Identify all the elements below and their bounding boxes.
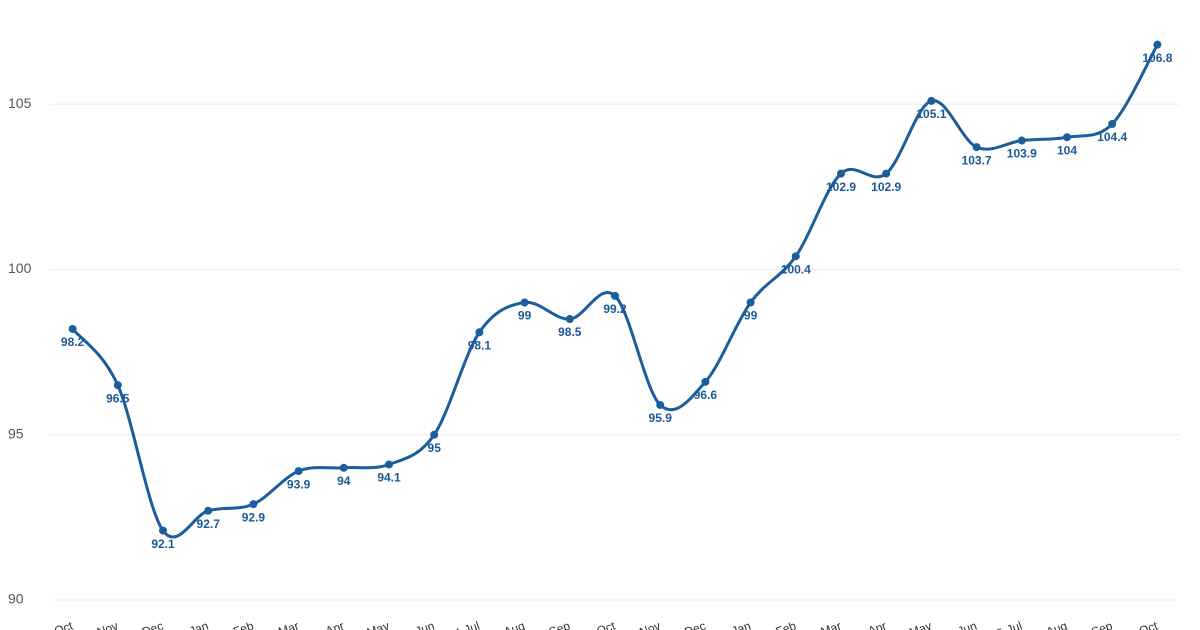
y-tick-label: 100 xyxy=(8,260,32,276)
point xyxy=(520,298,529,307)
data-label: 96.5 xyxy=(106,391,130,405)
point xyxy=(294,467,303,476)
data-label: 96.6 xyxy=(694,388,718,402)
x-tick-label: Mar xyxy=(819,619,843,630)
x-tick-label: 5-Jul xyxy=(995,619,1024,630)
x-tick-label: May xyxy=(907,619,933,630)
x-tick-label: -Feb xyxy=(228,619,256,630)
data-label: 103.7 xyxy=(962,153,992,167)
data-label: 105.1 xyxy=(916,107,946,121)
point xyxy=(1017,136,1026,145)
point xyxy=(475,328,484,337)
point xyxy=(249,500,258,509)
data-label: 93.9 xyxy=(287,477,311,491)
x-tick-label: May xyxy=(365,619,391,630)
data-label: 95 xyxy=(428,441,442,455)
x-tick-label: -Jan xyxy=(726,619,753,630)
point xyxy=(1153,40,1162,49)
point xyxy=(882,169,891,178)
data-label: 99 xyxy=(518,309,532,323)
x-tick-label: -Sep xyxy=(543,619,572,630)
data-label: 99 xyxy=(744,309,758,323)
point xyxy=(1063,133,1071,142)
x-tick-label: -Oct xyxy=(1133,618,1160,630)
point xyxy=(385,460,393,469)
x-tick-label: -Feb xyxy=(770,619,798,630)
point xyxy=(113,381,122,390)
y-tick-label: 95 xyxy=(8,425,24,441)
x-tick-label: -Apr xyxy=(320,619,346,630)
point xyxy=(68,324,77,333)
point xyxy=(565,315,574,324)
data-label: 106.8 xyxy=(1142,51,1172,65)
data-label: 98.1 xyxy=(468,338,492,352)
x-tick-label: Nov xyxy=(95,619,120,630)
x-tick-label: 4-Jul xyxy=(452,619,481,630)
point xyxy=(430,430,439,439)
x-tick-label: Aug xyxy=(502,619,527,630)
x-tick-label: -Jun xyxy=(952,619,979,630)
x-tick-label: Dec xyxy=(140,619,165,630)
data-label: 102.9 xyxy=(826,180,856,194)
x-tick-label: -Apr xyxy=(862,619,888,630)
line xyxy=(71,43,1159,539)
x-tick-label: Mar xyxy=(276,619,300,630)
point xyxy=(339,463,348,472)
data-label: 92.7 xyxy=(197,517,221,531)
data-label: 104.4 xyxy=(1097,130,1127,144)
data-label: 94.1 xyxy=(377,471,401,485)
data-label: 98.2 xyxy=(61,335,85,349)
x-tick-label: Dec xyxy=(683,619,708,630)
data-label: 94 xyxy=(337,474,351,488)
data-label: 99.2 xyxy=(603,302,627,316)
x-tick-label: -Oct xyxy=(49,618,76,630)
point xyxy=(746,298,755,307)
data-label: 100.4 xyxy=(781,262,811,276)
data-label: 104 xyxy=(1057,143,1077,157)
data-label: 92.1 xyxy=(151,537,175,551)
y-tick-label: 105 xyxy=(8,95,32,111)
point xyxy=(611,291,619,300)
point xyxy=(972,143,981,152)
point xyxy=(701,377,710,386)
x-tick-label: -Jun xyxy=(410,619,437,630)
data-label: 92.9 xyxy=(242,510,266,524)
x-tick-label: -Jan xyxy=(184,619,211,630)
data-label: 102.9 xyxy=(871,180,901,194)
x-tick-label: -Oct xyxy=(591,618,618,630)
point xyxy=(791,252,800,261)
point xyxy=(837,169,845,178)
x-tick-label: Aug xyxy=(1044,619,1069,630)
x-tick-label: -Sep xyxy=(1086,619,1115,630)
point xyxy=(159,526,167,535)
point xyxy=(927,96,936,105)
x-tick-label: Nov xyxy=(637,619,662,630)
y-tick-label: 90 xyxy=(8,591,24,607)
point xyxy=(656,400,665,409)
data-label: 95.9 xyxy=(649,411,673,425)
point xyxy=(204,506,213,515)
data-label: 98.5 xyxy=(558,325,582,339)
point xyxy=(1108,120,1117,128)
data-label: 103.9 xyxy=(1007,147,1037,161)
